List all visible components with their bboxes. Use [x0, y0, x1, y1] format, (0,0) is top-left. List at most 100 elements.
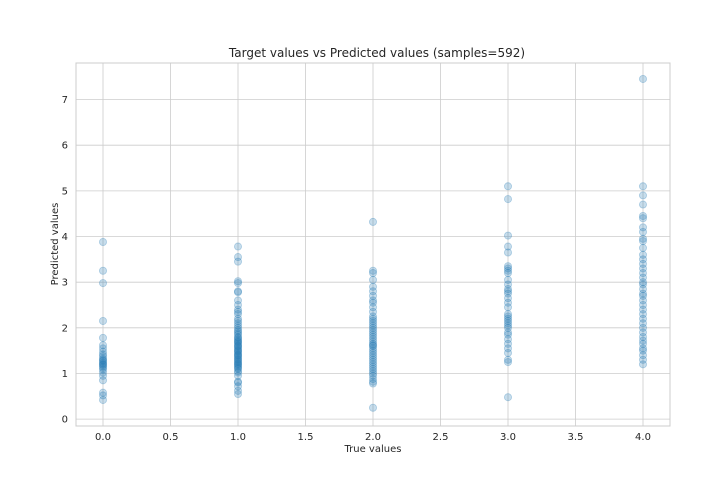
data-point [233, 323, 242, 332]
data-point [233, 287, 242, 296]
data-point [368, 337, 377, 346]
data-point [233, 326, 242, 335]
data-point [233, 342, 242, 351]
data-point [639, 291, 648, 300]
data-point [639, 323, 648, 332]
data-point [99, 358, 108, 367]
data-point [233, 360, 242, 369]
data-point [99, 266, 108, 275]
data-point [233, 362, 242, 371]
data-point [503, 316, 512, 325]
data-point [639, 344, 648, 353]
data-point [368, 275, 377, 284]
data-point [99, 361, 108, 370]
data-point [99, 391, 108, 400]
x-tick-label: 2.5 [433, 432, 449, 443]
data-point [99, 279, 108, 288]
data-point [233, 288, 242, 297]
data-point [368, 266, 377, 275]
data-point [368, 314, 377, 323]
data-point [233, 329, 242, 338]
data-point [368, 362, 377, 371]
data-point [233, 346, 242, 355]
data-point [368, 328, 377, 337]
data-point [503, 280, 512, 289]
data-point [503, 321, 512, 330]
data-point [233, 300, 242, 309]
data-point [503, 275, 512, 284]
data-point [99, 350, 108, 359]
data-point [639, 278, 648, 287]
data-point [99, 360, 108, 369]
data-point [233, 344, 242, 353]
data-point [639, 227, 648, 236]
data-point [639, 214, 648, 223]
data-point [503, 303, 512, 312]
data-point [99, 362, 108, 371]
data-point [368, 342, 377, 351]
data-point [233, 321, 242, 330]
data-point [233, 343, 242, 352]
data-point [639, 314, 648, 323]
y-tick-label: 6 [62, 141, 68, 152]
data-point [639, 346, 648, 355]
data-point [503, 269, 512, 278]
data-point [639, 234, 648, 243]
data-point [99, 341, 108, 350]
data-point [503, 314, 512, 323]
data-point [99, 356, 108, 365]
data-point [233, 354, 242, 363]
data-point [99, 347, 108, 356]
data-point [639, 237, 648, 246]
data-point [233, 390, 242, 399]
x-gridlines [102, 63, 644, 426]
data-point [503, 231, 512, 240]
data-point [368, 303, 377, 312]
y-gridlines [76, 99, 670, 420]
data-point [233, 333, 242, 342]
data-point [368, 379, 377, 388]
data-point [99, 376, 108, 385]
data-point [233, 348, 242, 357]
data-point [233, 341, 242, 350]
data-point [503, 264, 512, 273]
x-tick-label: 3.0 [500, 432, 516, 443]
data-point [639, 355, 648, 364]
data-point [233, 327, 242, 336]
data-point [99, 359, 108, 368]
data-point [639, 255, 648, 264]
data-point [233, 350, 242, 359]
data-point [233, 296, 242, 305]
data-point [503, 355, 512, 364]
data-point [368, 296, 377, 305]
data-point [639, 74, 648, 83]
data-point [503, 195, 512, 204]
data-point [233, 347, 242, 356]
data-point [233, 336, 242, 345]
data-point [503, 298, 512, 307]
data-point [233, 386, 242, 395]
data-point [233, 371, 242, 380]
data-point [503, 319, 512, 328]
data-point [503, 266, 512, 275]
data-point [233, 338, 242, 347]
x-tick-label: 0.0 [95, 432, 111, 443]
data-point [99, 365, 108, 374]
data-point [639, 319, 648, 328]
data-point [233, 305, 242, 314]
data-point [639, 339, 648, 348]
data-point [639, 289, 648, 298]
data-point [368, 269, 377, 278]
data-point [233, 279, 242, 288]
data-point [233, 310, 242, 319]
data-point [368, 374, 377, 383]
data-point [368, 312, 377, 321]
data-point [99, 388, 108, 397]
data-point [233, 353, 242, 362]
data-point [368, 341, 377, 350]
data-point [99, 354, 108, 363]
data-point [639, 280, 648, 289]
data-point [368, 358, 377, 367]
data-point [233, 314, 242, 323]
data-point [233, 378, 242, 387]
